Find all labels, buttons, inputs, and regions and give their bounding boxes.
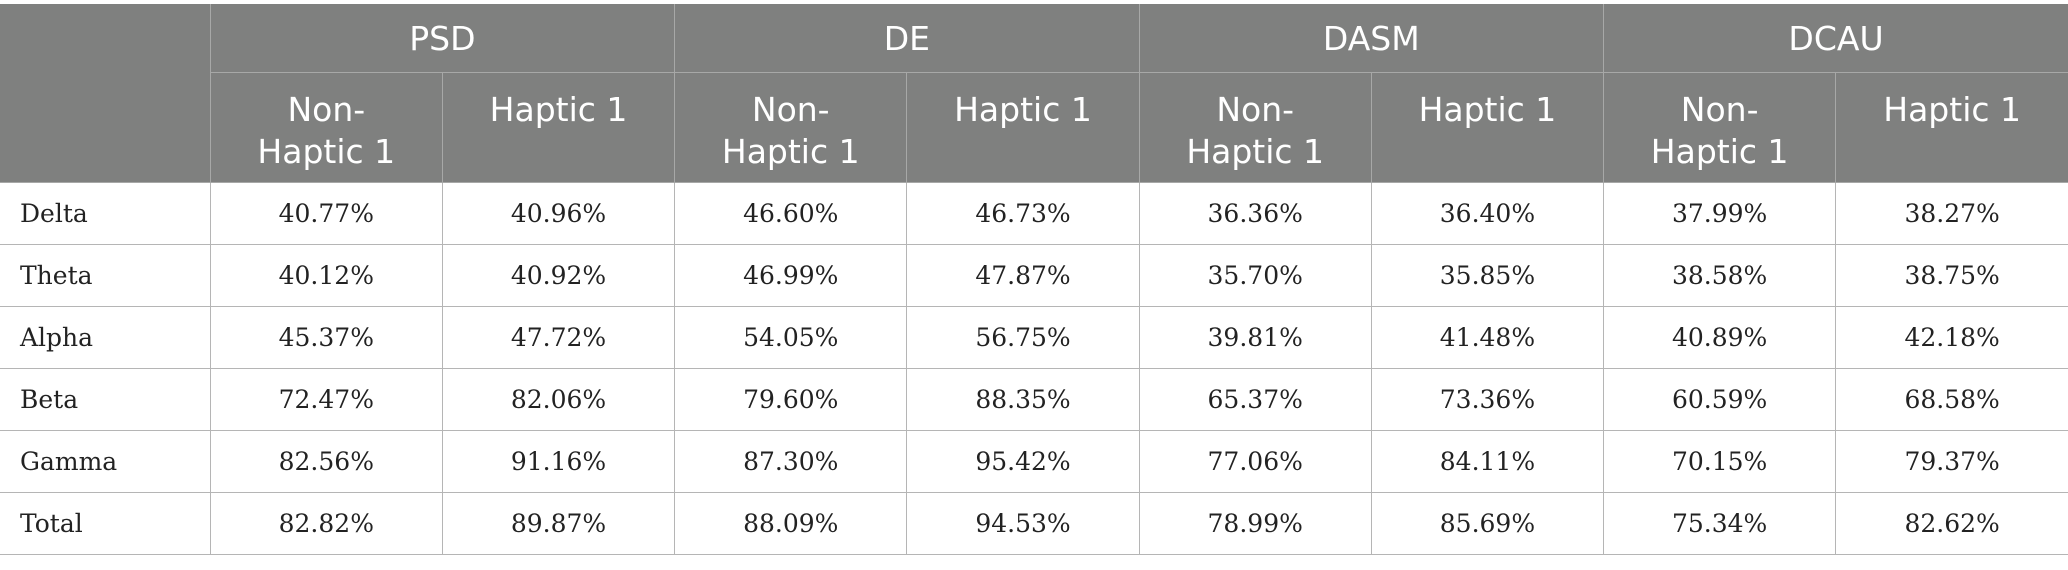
table-cell: 36.40% <box>1370 182 1605 245</box>
row-label: Total <box>0 492 211 555</box>
table-cell: 40.92% <box>441 244 676 307</box>
table-cell: 89.87% <box>441 492 676 555</box>
table-cell: 40.12% <box>209 244 443 307</box>
table-cell: 47.87% <box>906 244 1140 307</box>
table-cell: 88.09% <box>674 492 908 555</box>
table-cell: 46.99% <box>674 244 908 307</box>
table-cell: 79.60% <box>674 368 908 431</box>
table-cell: 77.06% <box>1138 430 1372 493</box>
table-cell: 47.72% <box>441 306 676 369</box>
table-cell: 35.85% <box>1370 244 1605 307</box>
subheader-haptic: Haptic 1 <box>906 72 1140 183</box>
subheader-non-haptic: Non- Haptic 1 <box>1138 72 1372 183</box>
table-cell: 41.48% <box>1370 306 1605 369</box>
table-row: Beta 72.47% 82.06% 79.60% 88.35% 65.37% … <box>0 368 2068 431</box>
table-cell: 91.16% <box>441 430 676 493</box>
group-header-dasm: DASM <box>1138 4 1605 73</box>
table-cell: 78.99% <box>1138 492 1372 555</box>
table-header: PSD DE DASM DCAU Non- Haptic 1 Haptic 1 … <box>0 4 2068 183</box>
subheader-non-haptic: Non- Haptic 1 <box>1603 72 1837 183</box>
table-cell: 95.42% <box>906 430 1140 493</box>
table-cell: 82.06% <box>441 368 676 431</box>
table-cell: 72.47% <box>209 368 443 431</box>
subheader-line: Non- <box>1680 90 1759 129</box>
table-cell: 82.62% <box>1835 492 2068 555</box>
table-cell: 70.15% <box>1603 430 1837 493</box>
subheader-line: Haptic 1 <box>257 132 396 171</box>
table-cell: 75.34% <box>1603 492 1837 555</box>
subheader-line: Haptic 1 <box>954 90 1092 129</box>
row-label: Theta <box>0 244 211 307</box>
group-header-row: PSD DE DASM DCAU <box>0 4 2068 183</box>
table-cell: 94.53% <box>906 492 1140 555</box>
table-cell: 39.81% <box>1138 306 1372 369</box>
table-row: Theta 40.12% 40.92% 46.99% 47.87% 35.70%… <box>0 244 2068 307</box>
table-cell: 38.27% <box>1835 182 2068 245</box>
table-cell: 36.36% <box>1138 182 1372 245</box>
table-cell: 68.58% <box>1835 368 2068 431</box>
subheader-non-haptic: Non- Haptic 1 <box>209 72 443 183</box>
results-table-container: PSD DE DASM DCAU Non- Haptic 1 Haptic 1 … <box>0 4 2068 555</box>
table-cell: 40.89% <box>1603 306 1837 369</box>
row-label: Beta <box>0 368 211 431</box>
table-cell: 88.35% <box>906 368 1140 431</box>
row-label: Gamma <box>0 430 211 493</box>
results-table: PSD DE DASM DCAU Non- Haptic 1 Haptic 1 … <box>0 4 2068 555</box>
table-cell: 45.37% <box>209 306 443 369</box>
subheader-haptic: Haptic 1 <box>441 72 676 183</box>
sub-header-row: Non- Haptic 1 Haptic 1 Non- Haptic 1 Hap… <box>0 72 2068 183</box>
table-cell: 40.96% <box>441 182 676 245</box>
subheader-line: Non- <box>287 90 366 129</box>
table-row: Gamma 82.56% 91.16% 87.30% 95.42% 77.06%… <box>0 430 2068 493</box>
group-header-dcau: DCAU <box>1603 4 2068 73</box>
table-cell: 54.05% <box>674 306 908 369</box>
subheader-line: Haptic 1 <box>489 90 628 129</box>
table-cell: 84.11% <box>1370 430 1605 493</box>
table-cell: 85.69% <box>1370 492 1605 555</box>
table-cell: 38.58% <box>1603 244 1837 307</box>
table-body: Delta 40.77% 40.96% 46.60% 46.73% 36.36%… <box>0 182 2068 555</box>
subheader-line: Haptic 1 <box>1883 90 2021 129</box>
table-cell: 40.77% <box>209 182 443 245</box>
table-cell: 42.18% <box>1835 306 2068 369</box>
row-label: Alpha <box>0 306 211 369</box>
row-label: Delta <box>0 182 211 245</box>
table-cell: 38.75% <box>1835 244 2068 307</box>
table-row: Delta 40.77% 40.96% 46.60% 46.73% 36.36%… <box>0 182 2068 245</box>
table-row: Total 82.82% 89.87% 88.09% 94.53% 78.99%… <box>0 492 2068 555</box>
table-cell: 46.60% <box>674 182 908 245</box>
group-header-de: DE <box>674 4 1140 73</box>
table-cell: 60.59% <box>1603 368 1837 431</box>
subheader-haptic: Haptic 1 <box>1835 72 2068 183</box>
table-cell: 82.82% <box>209 492 443 555</box>
table-row: Alpha 45.37% 47.72% 54.05% 56.75% 39.81%… <box>0 306 2068 369</box>
table-cell: 56.75% <box>906 306 1140 369</box>
table-cell: 46.73% <box>906 182 1140 245</box>
table-cell: 37.99% <box>1603 182 1837 245</box>
table-cell: 79.37% <box>1835 430 2068 493</box>
table-cell: 65.37% <box>1138 368 1372 431</box>
subheader-haptic: Haptic 1 <box>1370 72 1605 183</box>
corner-cell <box>0 4 211 183</box>
subheader-non-haptic: Non- Haptic 1 <box>674 72 908 183</box>
table-cell: 87.30% <box>674 430 908 493</box>
subheader-line: Haptic 1 <box>721 132 860 171</box>
table-cell: 73.36% <box>1370 368 1605 431</box>
table-cell: 82.56% <box>209 430 443 493</box>
subheader-line: Haptic 1 <box>1418 90 1557 129</box>
subheader-line: Non- <box>751 90 830 129</box>
group-header-psd: PSD <box>209 4 676 73</box>
table-cell: 35.70% <box>1138 244 1372 307</box>
subheader-line: Haptic 1 <box>1650 132 1789 171</box>
subheader-line: Non- <box>1216 90 1295 129</box>
subheader-line: Haptic 1 <box>1186 132 1325 171</box>
